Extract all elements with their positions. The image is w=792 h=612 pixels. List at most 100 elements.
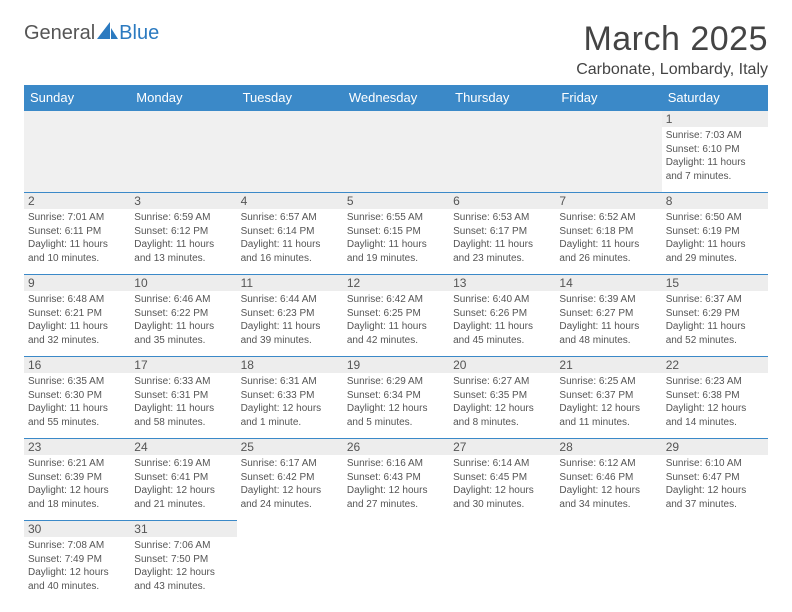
day-number: 20 [449, 357, 555, 373]
day-details: Sunrise: 6:27 AMSunset: 6:35 PMDaylight:… [449, 373, 555, 433]
day-details: Sunrise: 6:17 AMSunset: 6:42 PMDaylight:… [237, 455, 343, 515]
day-number: 25 [237, 439, 343, 455]
day-cell: 22Sunrise: 6:23 AMSunset: 6:38 PMDayligh… [662, 357, 768, 439]
day-details: Sunrise: 7:06 AMSunset: 7:50 PMDaylight:… [130, 537, 236, 597]
day-details: Sunrise: 6:10 AMSunset: 6:47 PMDaylight:… [662, 455, 768, 515]
day-daylight: Daylight: 12 hours and 43 minutes. [134, 566, 232, 593]
calendar-table: SundayMondayTuesdayWednesdayThursdayFrid… [24, 85, 768, 603]
day-daylight: Daylight: 12 hours and 27 minutes. [347, 484, 445, 511]
logo: General Blue [24, 22, 159, 45]
day-details: Sunrise: 6:50 AMSunset: 6:19 PMDaylight:… [662, 209, 768, 269]
day-sunset: Sunset: 6:12 PM [134, 225, 232, 239]
day-number: 29 [662, 439, 768, 455]
day-sunrise: Sunrise: 6:33 AM [134, 375, 232, 389]
day-details: Sunrise: 6:29 AMSunset: 6:34 PMDaylight:… [343, 373, 449, 433]
day-cell: 21Sunrise: 6:25 AMSunset: 6:37 PMDayligh… [555, 357, 661, 439]
day-sunrise: Sunrise: 6:59 AM [134, 211, 232, 225]
day-sunrise: Sunrise: 6:10 AM [666, 457, 764, 471]
day-sunrise: Sunrise: 6:17 AM [241, 457, 339, 471]
day-daylight: Daylight: 11 hours and 16 minutes. [241, 238, 339, 265]
day-sunrise: Sunrise: 6:23 AM [666, 375, 764, 389]
day-sunset: Sunset: 6:26 PM [453, 307, 551, 321]
day-sunrise: Sunrise: 6:50 AM [666, 211, 764, 225]
day-details: Sunrise: 6:21 AMSunset: 6:39 PMDaylight:… [24, 455, 130, 515]
day-number: 5 [343, 193, 449, 209]
day-number: 15 [662, 275, 768, 291]
day-number: 4 [237, 193, 343, 209]
day-sunrise: Sunrise: 6:46 AM [134, 293, 232, 307]
day-details: Sunrise: 6:37 AMSunset: 6:29 PMDaylight:… [662, 291, 768, 351]
day-details: Sunrise: 6:35 AMSunset: 6:30 PMDaylight:… [24, 373, 130, 433]
day-details: Sunrise: 6:25 AMSunset: 6:37 PMDaylight:… [555, 373, 661, 433]
day-details: Sunrise: 6:42 AMSunset: 6:25 PMDaylight:… [343, 291, 449, 351]
day-daylight: Daylight: 12 hours and 21 minutes. [134, 484, 232, 511]
day-daylight: Daylight: 11 hours and 32 minutes. [28, 320, 126, 347]
day-details: Sunrise: 6:31 AMSunset: 6:33 PMDaylight:… [237, 373, 343, 433]
day-sunset: Sunset: 6:30 PM [28, 389, 126, 403]
day-sunset: Sunset: 6:41 PM [134, 471, 232, 485]
day-sunset: Sunset: 6:29 PM [666, 307, 764, 321]
day-details: Sunrise: 7:03 AMSunset: 6:10 PMDaylight:… [662, 127, 768, 187]
day-sunset: Sunset: 6:33 PM [241, 389, 339, 403]
day-daylight: Daylight: 11 hours and 19 minutes. [347, 238, 445, 265]
day-sunset: Sunset: 6:22 PM [134, 307, 232, 321]
day-daylight: Daylight: 11 hours and 29 minutes. [666, 238, 764, 265]
day-cell [237, 521, 343, 603]
day-sunrise: Sunrise: 6:12 AM [559, 457, 657, 471]
day-number: 27 [449, 439, 555, 455]
day-header: Wednesday [343, 85, 449, 111]
day-header: Saturday [662, 85, 768, 111]
logo-text-general: General [24, 22, 95, 45]
day-cell [449, 111, 555, 193]
day-number: 13 [449, 275, 555, 291]
day-sunrise: Sunrise: 6:48 AM [28, 293, 126, 307]
day-number: 7 [555, 193, 661, 209]
day-details: Sunrise: 6:46 AMSunset: 6:22 PMDaylight:… [130, 291, 236, 351]
day-sunset: Sunset: 6:38 PM [666, 389, 764, 403]
day-number: 31 [130, 521, 236, 537]
day-number: 9 [24, 275, 130, 291]
day-cell: 27Sunrise: 6:14 AMSunset: 6:45 PMDayligh… [449, 439, 555, 521]
day-daylight: Daylight: 12 hours and 18 minutes. [28, 484, 126, 511]
day-sunrise: Sunrise: 6:39 AM [559, 293, 657, 307]
day-daylight: Daylight: 12 hours and 37 minutes. [666, 484, 764, 511]
day-sunset: Sunset: 6:11 PM [28, 225, 126, 239]
day-daylight: Daylight: 11 hours and 39 minutes. [241, 320, 339, 347]
calendar-week: 1Sunrise: 7:03 AMSunset: 6:10 PMDaylight… [24, 111, 768, 193]
day-details: Sunrise: 7:08 AMSunset: 7:49 PMDaylight:… [24, 537, 130, 597]
title-block: March 2025 Carbonate, Lombardy, Italy [576, 20, 768, 79]
day-daylight: Daylight: 11 hours and 52 minutes. [666, 320, 764, 347]
day-number: 23 [24, 439, 130, 455]
day-details: Sunrise: 6:33 AMSunset: 6:31 PMDaylight:… [130, 373, 236, 433]
day-cell [662, 521, 768, 603]
day-details: Sunrise: 6:39 AMSunset: 6:27 PMDaylight:… [555, 291, 661, 351]
day-daylight: Daylight: 11 hours and 42 minutes. [347, 320, 445, 347]
day-cell: 7Sunrise: 6:52 AMSunset: 6:18 PMDaylight… [555, 193, 661, 275]
day-sunrise: Sunrise: 7:06 AM [134, 539, 232, 553]
day-details: Sunrise: 6:12 AMSunset: 6:46 PMDaylight:… [555, 455, 661, 515]
day-sunset: Sunset: 6:27 PM [559, 307, 657, 321]
day-details: Sunrise: 6:55 AMSunset: 6:15 PMDaylight:… [343, 209, 449, 269]
calendar-week: 16Sunrise: 6:35 AMSunset: 6:30 PMDayligh… [24, 357, 768, 439]
day-sunset: Sunset: 6:25 PM [347, 307, 445, 321]
day-cell: 18Sunrise: 6:31 AMSunset: 6:33 PMDayligh… [237, 357, 343, 439]
calendar-body: 1Sunrise: 7:03 AMSunset: 6:10 PMDaylight… [24, 111, 768, 603]
day-sunset: Sunset: 6:19 PM [666, 225, 764, 239]
day-number: 10 [130, 275, 236, 291]
day-sunrise: Sunrise: 6:57 AM [241, 211, 339, 225]
day-daylight: Daylight: 11 hours and 48 minutes. [559, 320, 657, 347]
day-sunrise: Sunrise: 6:14 AM [453, 457, 551, 471]
day-sunrise: Sunrise: 6:31 AM [241, 375, 339, 389]
day-cell: 2Sunrise: 7:01 AMSunset: 6:11 PMDaylight… [24, 193, 130, 275]
day-sunset: Sunset: 6:45 PM [453, 471, 551, 485]
day-daylight: Daylight: 11 hours and 7 minutes. [666, 156, 764, 183]
day-sunrise: Sunrise: 6:40 AM [453, 293, 551, 307]
day-sunrise: Sunrise: 6:52 AM [559, 211, 657, 225]
day-cell: 23Sunrise: 6:21 AMSunset: 6:39 PMDayligh… [24, 439, 130, 521]
day-header: Sunday [24, 85, 130, 111]
day-cell: 16Sunrise: 6:35 AMSunset: 6:30 PMDayligh… [24, 357, 130, 439]
day-sunset: Sunset: 6:15 PM [347, 225, 445, 239]
month-title: March 2025 [576, 20, 768, 59]
day-cell: 8Sunrise: 6:50 AMSunset: 6:19 PMDaylight… [662, 193, 768, 275]
day-sunset: Sunset: 6:39 PM [28, 471, 126, 485]
